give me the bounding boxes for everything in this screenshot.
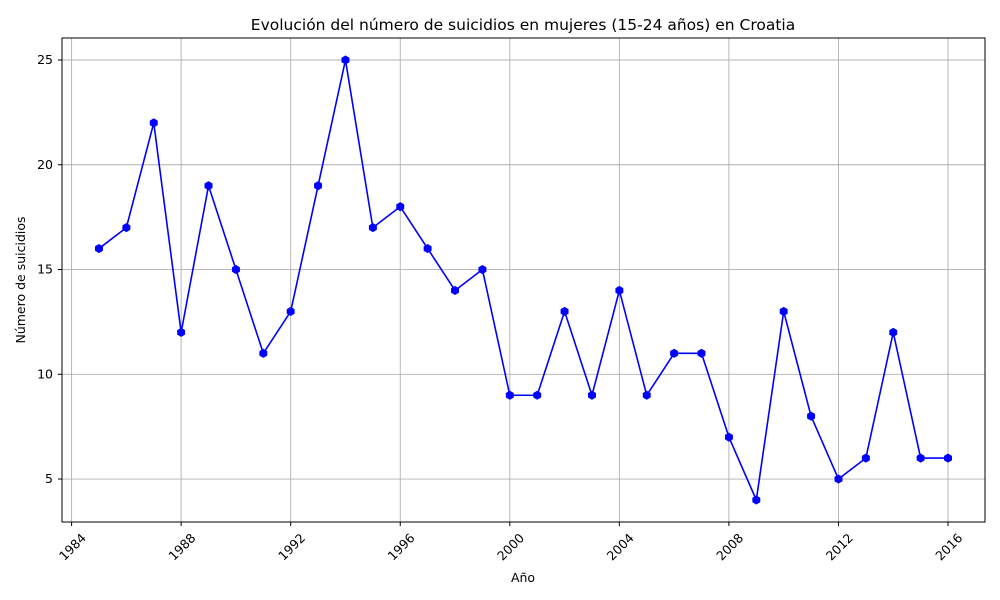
data-point-marker	[368, 223, 377, 233]
data-point-marker	[95, 243, 103, 254]
data-point-marker	[314, 181, 323, 191]
data-point-marker	[642, 390, 651, 400]
data-point-marker	[588, 390, 596, 400]
data-point-marker	[861, 453, 870, 463]
data-point-marker	[149, 118, 158, 128]
data-point-marker	[697, 348, 706, 358]
data-point-marker	[396, 202, 405, 212]
data-point-marker	[916, 453, 925, 463]
data-series	[95, 55, 952, 505]
y-tick-label: 5	[45, 471, 53, 486]
x-axis-label: Año	[511, 570, 535, 585]
chart-title: Evolución del número de suicidios en muj…	[251, 16, 795, 34]
data-point-marker	[533, 390, 542, 400]
data-point-marker	[889, 327, 898, 337]
data-point-marker	[752, 495, 761, 505]
data-point-marker	[341, 55, 350, 65]
data-point-marker	[560, 306, 569, 317]
data-point-marker	[423, 243, 432, 254]
data-point-marker	[615, 285, 624, 296]
plot-frame	[61, 37, 986, 523]
data-point-marker	[478, 264, 487, 275]
data-point-marker	[944, 453, 952, 463]
data-point-marker	[807, 411, 816, 421]
y-axis-label: Número de suicidios	[13, 216, 28, 343]
data-point-marker	[505, 390, 514, 400]
data-point-marker	[670, 348, 679, 358]
series-line	[98, 59, 949, 501]
data-point-marker	[122, 223, 131, 233]
data-point-marker	[286, 306, 295, 317]
data-point-marker	[834, 474, 843, 484]
y-tick-label: 25	[37, 52, 53, 67]
data-point-marker	[259, 348, 268, 358]
y-tick-label: 20	[37, 157, 53, 172]
y-tick-label: 10	[37, 366, 53, 381]
data-point-marker	[451, 285, 459, 296]
data-point-marker	[204, 181, 213, 191]
data-point-marker	[231, 264, 240, 275]
grid-layer	[62, 38, 985, 522]
data-point-marker	[177, 327, 186, 337]
data-point-marker	[779, 306, 788, 317]
y-tick-label: 15	[37, 262, 53, 277]
data-point-marker	[724, 432, 733, 442]
